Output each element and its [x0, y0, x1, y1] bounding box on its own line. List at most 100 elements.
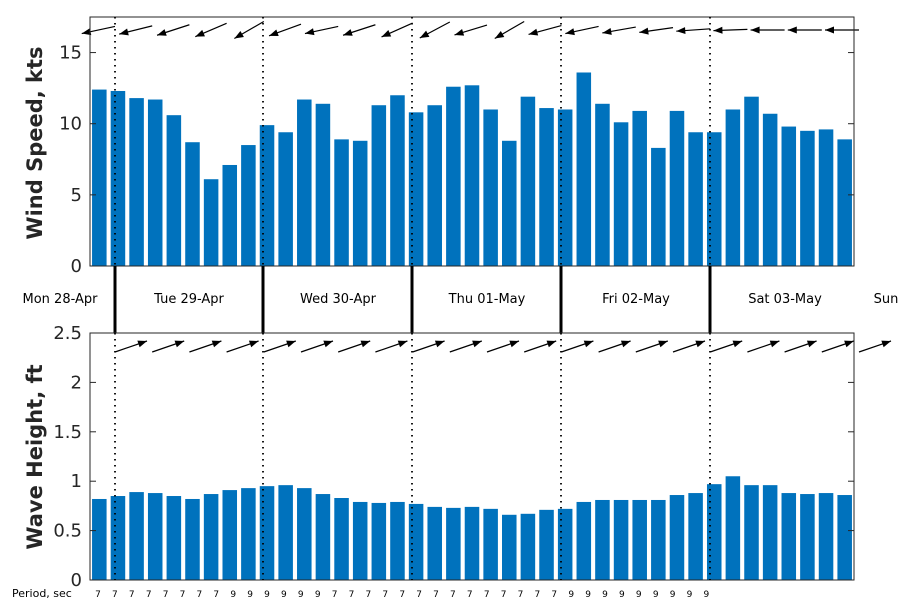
wind-bar — [837, 139, 852, 266]
wind-direction-arrow-head — [787, 26, 797, 34]
wave-bar — [241, 488, 256, 580]
wave-bar — [352, 501, 368, 580]
period-value: 7 — [501, 590, 507, 600]
period-value: 7 — [382, 590, 388, 600]
wave-direction-arrow-head — [769, 340, 780, 348]
wave-bar — [408, 503, 424, 580]
period-value: 9 — [704, 590, 710, 600]
wave-ytick-label: 1.5 — [53, 422, 82, 443]
day-label: Thu 01-May — [448, 292, 526, 307]
wind-bar — [129, 98, 144, 266]
period-value: 7 — [163, 590, 169, 600]
wave-bar — [688, 493, 703, 580]
wave-bar — [110, 496, 126, 580]
period-value: 7 — [146, 590, 152, 600]
wave-bar — [185, 498, 200, 580]
wind-bar — [744, 96, 759, 267]
wave-bar — [781, 493, 797, 580]
wind-direction-arrow-head — [419, 30, 430, 38]
wave-bar — [334, 498, 349, 580]
wind-bar — [669, 110, 685, 266]
wave-bar — [390, 501, 405, 580]
wave-direction-arrow-head — [397, 340, 408, 348]
wind-bar — [557, 109, 573, 267]
wave-y-axis-label: Wave Height, ft — [23, 364, 47, 549]
wave-direction-arrow-head — [472, 340, 482, 348]
wind-bar — [762, 113, 778, 266]
wind-bar — [502, 140, 517, 266]
wind-bar — [371, 105, 387, 266]
wind-direction-arrow-head — [750, 26, 760, 34]
wave-direction-arrow-head — [881, 340, 891, 348]
wave-bar — [800, 494, 815, 580]
wave-bar — [203, 494, 219, 580]
wave-bar — [259, 486, 275, 580]
wave-bar — [446, 507, 461, 580]
wind-direction-arrow-head — [713, 26, 723, 34]
wave-direction-arrow-head — [286, 340, 296, 348]
wind-bar — [390, 95, 405, 266]
wind-bar — [278, 132, 293, 266]
wind-bar — [483, 109, 498, 267]
wind-ytick-label: 10 — [59, 114, 82, 135]
period-value: 7 — [551, 590, 557, 600]
wave-panel: Wave Height, ft 0 0.5 1 1.5 2 2.5 — [23, 323, 892, 591]
period-value: 7 — [433, 590, 439, 600]
wind-bar — [147, 99, 163, 266]
period-value: 9 — [602, 590, 608, 600]
wind-direction-arrow-head — [119, 28, 129, 36]
wave-direction-arrow-head — [583, 340, 594, 348]
wave-ytick-label: 1 — [71, 471, 82, 492]
wind-bar — [576, 72, 592, 267]
wave-bar — [818, 493, 834, 580]
period-value: 7 — [399, 590, 405, 600]
day-label: Sat 03-May — [748, 292, 822, 307]
period-value: 7 — [518, 590, 524, 600]
wave-bar — [129, 492, 144, 580]
wind-ytick-label: 15 — [59, 43, 82, 64]
wind-y-axis-label: Wind Speed, kts — [23, 46, 47, 239]
wave-bar — [725, 476, 741, 580]
wind-ytick-label: 5 — [71, 185, 82, 206]
wind-bar — [464, 85, 480, 266]
wind-bar — [110, 90, 126, 267]
period-value: 7 — [197, 590, 203, 600]
wave-direction-arrow-head — [806, 340, 817, 348]
period-value: 7 — [180, 590, 186, 600]
wave-bar — [92, 498, 107, 580]
wind-direction-arrow-head — [195, 29, 205, 37]
wind-direction-arrow-head — [676, 27, 686, 35]
wave-bar — [520, 513, 536, 580]
wave-bar — [278, 485, 293, 580]
wind-direction-arrow-head — [528, 28, 539, 36]
wave-bar — [762, 485, 778, 580]
period-value: 9 — [636, 590, 642, 600]
wave-bar — [147, 493, 163, 580]
wave-direction-arrow-head — [323, 340, 333, 348]
wave-direction-arrow-head — [695, 340, 705, 348]
day-label: Fri 02-May — [602, 292, 670, 307]
wave-bar — [222, 490, 238, 580]
wave-direction-arrow-head — [658, 340, 668, 348]
wave-ytick-label: 0.5 — [53, 521, 82, 542]
wind-bar — [259, 125, 275, 266]
wind-bar — [632, 110, 647, 266]
wave-direction-arrow-head — [732, 340, 743, 348]
period-value: 9 — [687, 590, 693, 600]
period-value: 7 — [366, 590, 372, 600]
wind-bar — [427, 105, 442, 266]
period-value: 7 — [349, 590, 355, 600]
wave-bar — [576, 501, 592, 580]
period-value: 9 — [619, 590, 625, 600]
wave-bar — [483, 508, 498, 580]
period-value: 7 — [467, 590, 473, 600]
wind-bar — [315, 103, 331, 266]
wave-bar — [744, 485, 759, 580]
wind-bar — [166, 115, 182, 267]
period-value: 7 — [450, 590, 456, 600]
wave-bar — [166, 496, 182, 580]
period-value: 9 — [247, 590, 253, 600]
wave-bar — [371, 502, 387, 580]
